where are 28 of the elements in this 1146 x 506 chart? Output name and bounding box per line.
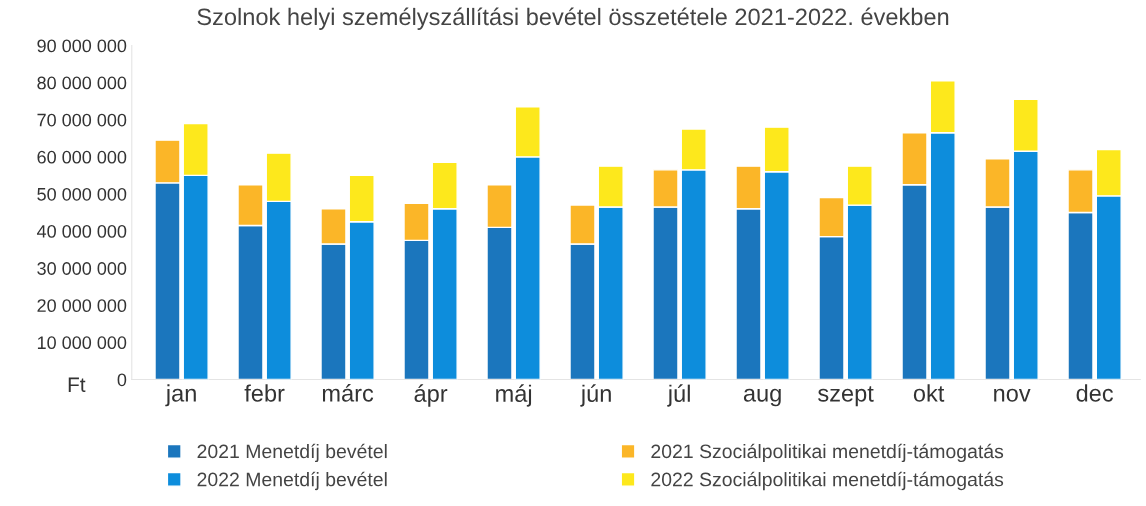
y-tick-label: 90 000 000	[37, 39, 127, 53]
x-tick-label: okt	[913, 384, 945, 402]
y-tick-label: 0	[117, 373, 127, 387]
y-tick-label: 20 000 000	[37, 299, 127, 313]
y-tick-label: 80 000 000	[37, 76, 127, 90]
x-tick-label: júl	[667, 384, 690, 407]
chart-title: Szolnok helyi személyszállítási bevétel összetétele 2021-2022. években	[197, 7, 949, 30]
y-tick-label: 40 000 000	[36, 225, 127, 238]
y-tick-label: 30 000 000	[37, 262, 127, 275]
x-tick-label: jan	[165, 384, 196, 407]
x-tick-label: szept	[818, 386, 874, 407]
x-tick-label: febr	[244, 384, 285, 402]
legend-label: 2022 Menetdíj bevétel	[197, 471, 387, 491]
legend-label: 2022 Szociálpolitikai menetdíj-támogatás	[651, 471, 1004, 491]
y-tick-label: 50 000 000	[37, 187, 127, 201]
x-tick-label: ápr	[414, 384, 448, 407]
x-tick-label: dec	[1076, 384, 1114, 402]
y-tick-label: 60 000 000	[37, 150, 127, 164]
legend-label: 2021 Szociálpolitikai menetdíj-támogatás	[651, 443, 1004, 463]
y-axis-title: Ft	[68, 377, 86, 393]
x-tick-label: márc	[322, 384, 374, 402]
x-tick-label: nov	[994, 388, 1031, 402]
x-tick-label: máj	[496, 384, 532, 407]
legend-label: 2021 Menetdíj bevétel	[197, 443, 387, 463]
x-tick-label: aug	[743, 388, 781, 407]
x-tick-label: jún	[580, 384, 611, 407]
y-tick-label: 70 000 000	[37, 113, 127, 127]
y-tick-label: 10 000 000	[37, 336, 127, 350]
